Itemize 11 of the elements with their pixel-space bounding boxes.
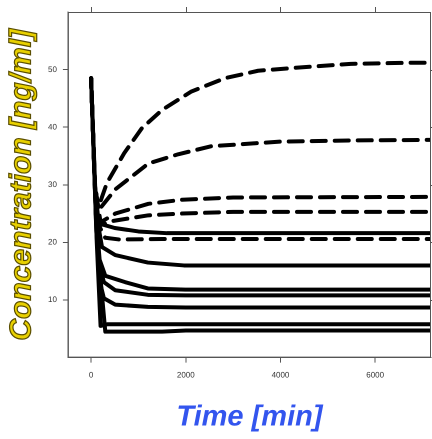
y-tick-label: 30 xyxy=(48,180,58,190)
x-tick-label: 4000 xyxy=(272,370,290,380)
x-axis-title: Time [min] xyxy=(176,400,324,433)
y-axis-title: Concentration [ng/ml] xyxy=(4,28,38,341)
y-tick-label: 10 xyxy=(48,295,58,304)
y-tick-label: 20 xyxy=(48,238,58,247)
x-tick-label: 0 xyxy=(88,370,94,380)
x-tick-label: 2000 xyxy=(176,370,196,380)
y-tick-label: 40 xyxy=(48,122,58,132)
x-tick-label: 6000 xyxy=(366,370,385,380)
y-tick-label: 50 xyxy=(48,64,58,74)
